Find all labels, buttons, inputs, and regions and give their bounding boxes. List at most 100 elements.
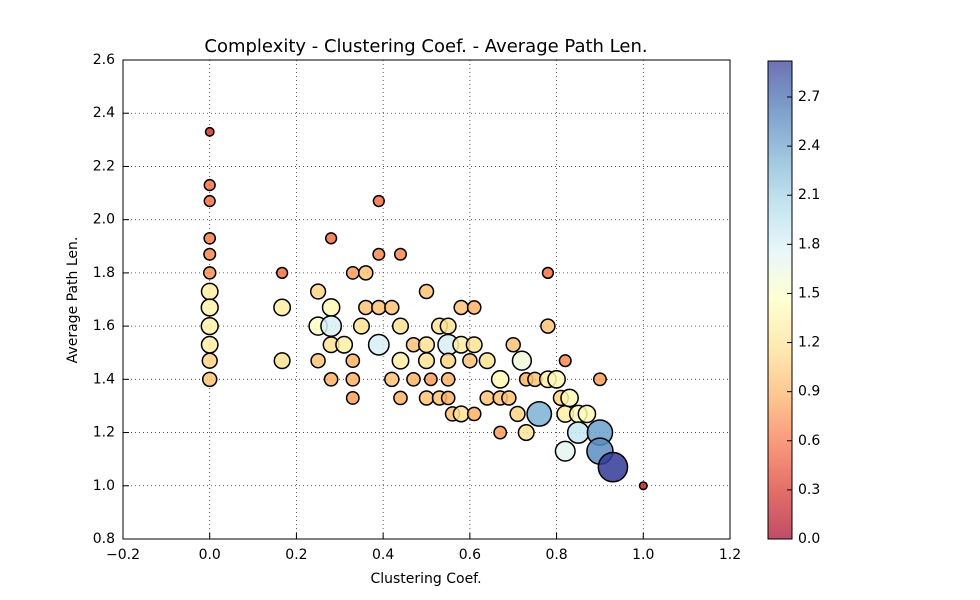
point	[517, 424, 535, 442]
colorbar-tick-label: 0.3	[798, 482, 820, 498]
x-tick-label: 0.0	[199, 547, 221, 563]
point	[479, 390, 495, 406]
point	[202, 266, 217, 280]
point	[200, 335, 219, 354]
y-tick-label: 1.0	[93, 478, 115, 494]
colorbar-tick-label: 1.2	[798, 335, 820, 351]
point	[201, 352, 218, 369]
point	[452, 405, 470, 423]
point	[358, 299, 374, 316]
point	[310, 352, 326, 369]
point	[393, 390, 408, 406]
point	[417, 336, 436, 354]
chart-title: Complexity - Clustering Coef. - Average …	[204, 36, 647, 57]
x-tick-label: 0.4	[372, 547, 394, 563]
x-tick-label: 0.8	[545, 547, 567, 563]
point	[439, 317, 457, 335]
colorbar-tick-label: 0.0	[798, 531, 820, 547]
y-tick-label: 1.2	[93, 425, 115, 441]
point	[200, 316, 219, 336]
y-tick-label: 0.8	[93, 531, 115, 547]
point	[417, 352, 436, 370]
x-tick-label: 1.2	[719, 547, 741, 563]
point	[423, 372, 438, 387]
point	[440, 390, 456, 406]
point	[345, 371, 361, 387]
point	[323, 371, 339, 387]
point	[203, 178, 216, 192]
point	[320, 315, 343, 338]
y-tick-label: 1.6	[93, 318, 115, 334]
y-tick-label: 2.6	[93, 52, 115, 68]
point	[566, 421, 590, 444]
colorbar-tick-label: 0.9	[798, 384, 820, 400]
point	[558, 354, 572, 368]
point	[406, 371, 421, 387]
point	[203, 247, 217, 261]
y-tick-label: 2.2	[93, 158, 115, 174]
colorbar-tick-label: 1.5	[798, 285, 820, 301]
point	[345, 265, 360, 280]
point	[638, 481, 648, 491]
x-tick-label: −0.2	[106, 547, 140, 563]
point	[275, 266, 289, 280]
point	[466, 300, 482, 315]
point	[203, 194, 216, 208]
point	[560, 388, 579, 408]
colorbar-tick-label: 2.4	[798, 138, 820, 154]
point	[493, 425, 508, 440]
point	[358, 265, 374, 281]
point	[371, 299, 387, 316]
point	[273, 352, 291, 370]
point	[478, 352, 496, 370]
point	[505, 336, 521, 353]
y-tick-label: 2.4	[93, 105, 115, 121]
point	[541, 266, 555, 280]
point	[391, 317, 410, 335]
x-tick-label: 0.6	[459, 547, 481, 563]
point	[384, 299, 400, 316]
colorbar-tick-label: 1.8	[798, 236, 820, 252]
point	[391, 351, 410, 370]
point	[526, 400, 553, 427]
point	[352, 317, 371, 335]
point	[597, 451, 629, 483]
colorbar	[767, 60, 793, 540]
point	[418, 283, 435, 300]
point	[511, 350, 533, 371]
x-tick-label: 0.2	[285, 547, 307, 563]
y-axis-label: Average Path Len.	[65, 237, 81, 364]
plot-frame	[122, 59, 731, 540]
point	[418, 390, 435, 406]
point	[367, 333, 390, 356]
point	[393, 247, 408, 261]
point	[509, 405, 526, 423]
point	[200, 298, 219, 317]
point	[324, 232, 338, 245]
point	[440, 352, 457, 369]
point	[201, 371, 218, 388]
x-axis-label: Clustering Coef.	[370, 571, 481, 587]
point	[490, 369, 510, 389]
x-tick-label: 1.0	[632, 547, 654, 563]
point	[204, 126, 215, 137]
point	[200, 282, 219, 301]
colorbar-tick-label: 2.7	[798, 89, 820, 105]
point	[203, 231, 217, 245]
point	[554, 440, 576, 462]
point	[345, 353, 361, 369]
y-tick-label: 1.8	[93, 265, 115, 281]
point	[372, 247, 386, 261]
point	[453, 299, 469, 316]
y-tick-label: 2.0	[93, 212, 115, 228]
point	[309, 283, 327, 300]
point	[462, 352, 478, 369]
point	[547, 369, 566, 389]
y-tick-label: 1.4	[93, 371, 115, 387]
point	[440, 371, 456, 387]
point	[321, 298, 341, 317]
point	[466, 406, 482, 422]
point	[273, 298, 292, 317]
point	[501, 390, 517, 406]
